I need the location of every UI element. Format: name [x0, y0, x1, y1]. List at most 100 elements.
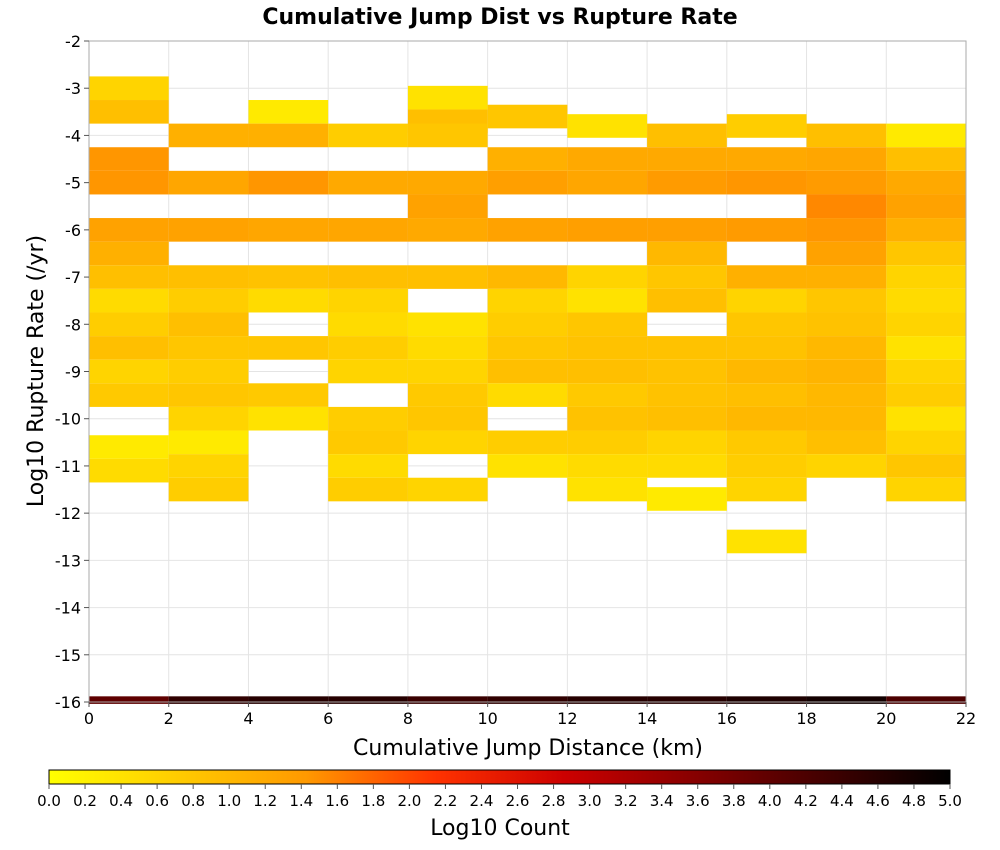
- heatmap-cell: [726, 430, 807, 455]
- colorbar-tick-label: 3.8: [722, 792, 746, 810]
- heatmap-cell: [726, 312, 807, 337]
- heatmap-cell: [806, 454, 887, 478]
- heatmap-cell: [328, 454, 408, 478]
- heatmap-cell: [407, 123, 488, 148]
- heatmap-cell: [328, 406, 408, 431]
- heatmap-cell: [168, 123, 249, 148]
- heatmap-cell: [328, 265, 408, 289]
- heatmap-cell-bottom: [726, 696, 807, 704]
- colorbar-tick-label: 0.2: [73, 792, 97, 810]
- y-tick-label: -5: [65, 174, 81, 193]
- colorbar-tick-label: 5.0: [938, 792, 962, 810]
- heatmap-cell: [407, 477, 488, 502]
- heatmap-cell: [886, 359, 966, 384]
- heatmap-cell: [248, 170, 329, 195]
- heatmap-cell: [647, 359, 727, 384]
- heatmap-cell: [886, 383, 966, 407]
- heatmap-cell: [886, 288, 966, 313]
- heatmap-cell: [726, 218, 807, 242]
- heatmap-cell: [886, 430, 966, 455]
- heatmap-cell-bottom: [248, 696, 329, 704]
- colorbar-tick-label: 1.0: [217, 792, 241, 810]
- heatmap-cell: [647, 487, 727, 511]
- colorbar-tick-label: 0.4: [109, 792, 133, 810]
- heatmap-cell: [487, 288, 568, 313]
- heatmap-cell: [567, 147, 648, 171]
- heatmap-cell: [647, 241, 727, 266]
- heatmap-cell: [886, 336, 966, 360]
- heatmap-cell: [89, 170, 169, 195]
- heatmap-cell: [168, 336, 249, 360]
- colorbar-tick-label: 2.4: [470, 792, 494, 810]
- heatmap-cell: [567, 218, 648, 242]
- heatmap-cell: [806, 406, 887, 431]
- heatmap-cell: [647, 430, 727, 455]
- heatmap-cell-bottom: [647, 696, 727, 704]
- y-tick-label: -10: [55, 410, 81, 429]
- colorbar-tick-label: 3.2: [614, 792, 638, 810]
- heatmap-cell: [726, 147, 807, 171]
- heatmap-cell: [407, 218, 488, 242]
- heatmap-cell: [487, 170, 568, 195]
- y-tick-label: -13: [55, 551, 81, 570]
- heatmap-cell: [806, 288, 887, 313]
- colorbar-tick-label: 2.2: [434, 792, 458, 810]
- heatmap-cell: [567, 288, 648, 313]
- heatmap-cell: [567, 336, 648, 360]
- heatmap-cell: [567, 312, 648, 337]
- heatmap-cell: [248, 265, 329, 289]
- heatmap-cell: [647, 265, 727, 289]
- heatmap-cell: [806, 265, 887, 289]
- heatmap-cell: [89, 241, 169, 266]
- heatmap-cell: [806, 147, 887, 171]
- heatmap-cell: [407, 383, 488, 407]
- colorbar-tick-label: 2.8: [542, 792, 566, 810]
- y-tick-label: -15: [55, 646, 81, 665]
- heatmap-cell: [328, 477, 408, 502]
- heatmap-cell: [487, 359, 568, 384]
- heatmap-cell: [647, 288, 727, 313]
- y-tick-label: -8: [65, 315, 81, 334]
- heatmap-cell: [407, 359, 488, 384]
- heatmap-cell: [248, 288, 329, 313]
- heatmap-cell: [89, 265, 169, 289]
- x-tick-label: 0: [84, 709, 94, 728]
- heatmap-cell-bottom: [168, 696, 249, 704]
- heatmap-cell: [647, 336, 727, 360]
- heatmap-cell: [726, 454, 807, 478]
- heatmap-cell: [726, 265, 807, 289]
- y-tick-label: -2: [65, 32, 81, 51]
- colorbar-tick-label: 1.8: [361, 792, 385, 810]
- x-tick-label: 12: [557, 709, 577, 728]
- heatmap-cell: [567, 477, 648, 502]
- heatmap-cell: [487, 383, 568, 407]
- heatmap-cell: [168, 454, 249, 478]
- y-tick-label: -12: [55, 504, 81, 523]
- heatmap-cell: [89, 458, 169, 483]
- heatmap-cell: [567, 170, 648, 195]
- heatmap-cell: [647, 406, 727, 431]
- heatmap-cell: [647, 383, 727, 407]
- heatmap-cell: [886, 147, 966, 171]
- y-tick-label: -14: [55, 599, 81, 618]
- heatmap-cell: [567, 430, 648, 455]
- heatmap-cell: [886, 312, 966, 337]
- heatmap-cell: [726, 383, 807, 407]
- colorbar-tick-label: 3.4: [650, 792, 674, 810]
- heatmap-cell: [806, 170, 887, 195]
- heatmap-cell: [567, 454, 648, 478]
- heatmap-cell: [407, 170, 488, 195]
- heatmap-cell-bottom: [89, 696, 169, 704]
- heatmap-cell-bottom: [328, 696, 408, 704]
- heatmap-cell: [328, 123, 408, 148]
- heatmap-cell: [89, 218, 169, 242]
- colorbar-tick-label: 4.8: [902, 792, 926, 810]
- heatmap-cell: [806, 312, 887, 337]
- colorbar-tick-label: 2.0: [397, 792, 421, 810]
- colorbar-tick-label: 3.0: [578, 792, 602, 810]
- heatmap-cell: [806, 123, 887, 148]
- colorbar: [48, 769, 951, 785]
- heatmap-cell-bottom: [487, 696, 568, 704]
- colorbar-tick-label: 4.4: [830, 792, 854, 810]
